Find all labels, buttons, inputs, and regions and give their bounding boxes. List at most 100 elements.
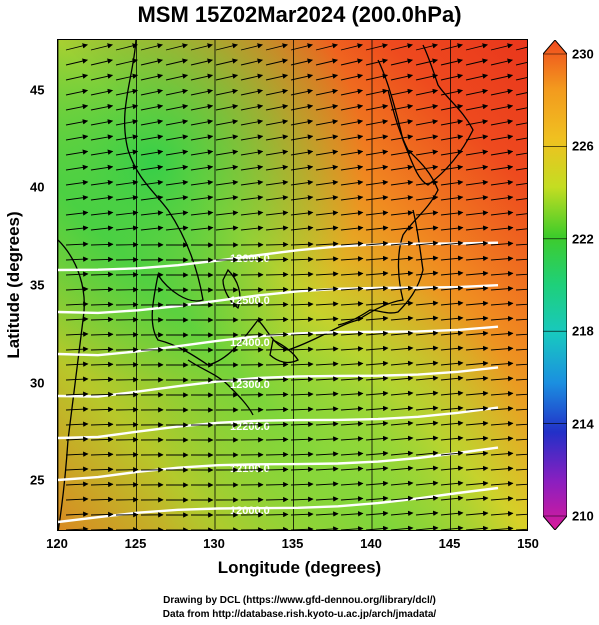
wind-arrow	[490, 315, 514, 322]
wind-arrow	[465, 435, 489, 442]
wind-arrow	[465, 315, 489, 322]
wind-arrow	[390, 390, 414, 397]
wind-arrow	[440, 149, 464, 156]
wind-arrow	[290, 179, 314, 186]
wind-arrow	[165, 43, 188, 51]
wind-arrow	[515, 152, 527, 156]
wind-arrow	[65, 331, 89, 337]
wind-arrow	[290, 225, 314, 231]
wind-arrow	[515, 333, 527, 336]
y-tick-label: 30	[30, 375, 45, 391]
wind-arrow	[65, 406, 89, 412]
wind-arrow	[165, 225, 189, 231]
wind-arrow	[240, 195, 264, 201]
wind-arrow	[65, 391, 89, 397]
wind-arrow	[315, 391, 339, 397]
wind-arrow	[365, 360, 389, 367]
wind-arrow	[90, 134, 114, 141]
x-axis-label: Longitude (degrees)	[217, 558, 382, 577]
wind-arrow	[490, 134, 514, 141]
contour-label: 12200.0	[230, 421, 270, 433]
wind-arrow	[140, 225, 164, 231]
wind-arrow	[465, 390, 489, 397]
wind-arrow	[315, 466, 339, 472]
wind-arrow	[215, 73, 239, 81]
wind-arrow	[290, 286, 314, 292]
wind-arrow	[515, 273, 527, 276]
wind-arrow	[340, 73, 364, 81]
wind-arrow	[515, 348, 527, 351]
wind-arrow	[65, 436, 89, 442]
wind-arrow	[315, 361, 339, 367]
wind-arrow	[290, 256, 314, 262]
wind-arrow	[515, 182, 527, 186]
wind-arrow	[490, 510, 514, 517]
wind-arrow	[265, 361, 289, 368]
wind-arrow	[240, 119, 264, 126]
wind-arrow	[140, 210, 164, 216]
wind-arrow	[465, 179, 489, 186]
wind-arrow	[490, 195, 514, 201]
wind-arrow	[90, 436, 114, 443]
wind-arrow	[365, 525, 389, 530]
colorbar	[542, 39, 568, 531]
wind-arrow	[65, 164, 89, 171]
wind-arrow	[165, 119, 189, 126]
wind-arrow	[240, 134, 264, 141]
contour-label: 12100.0	[230, 463, 270, 475]
wind-arrow	[490, 58, 513, 66]
wind-arrow	[140, 149, 164, 156]
wind-arrow	[315, 104, 339, 111]
wind-arrow	[165, 195, 189, 201]
wind-arrow	[465, 255, 489, 262]
wind-arrow	[440, 420, 464, 426]
credit-line-drawing: Drawing by DCL (https://www.gfd-dennou.o…	[163, 595, 436, 606]
wind-arrow	[165, 73, 189, 81]
wind-arrow	[515, 213, 527, 216]
wind-arrow	[90, 511, 114, 518]
wind-arrow	[265, 481, 289, 488]
wind-arrow	[315, 210, 339, 216]
wind-arrow	[290, 195, 314, 201]
colorbar-body	[542, 39, 568, 531]
wind-arrow	[415, 210, 439, 216]
wind-arrow	[65, 361, 89, 367]
wind-arrow	[415, 480, 439, 486]
wind-arrow	[265, 526, 289, 530]
wind-arrow	[440, 285, 464, 291]
wind-arrow	[290, 88, 314, 96]
colorbar-tick-label: 222	[572, 231, 594, 247]
wind-arrow	[365, 495, 389, 502]
wind-arrow	[465, 149, 489, 156]
wind-arrow	[265, 466, 289, 473]
wind-arrow	[515, 122, 527, 126]
wind-arrow	[65, 346, 89, 352]
wind-arrow	[115, 119, 139, 126]
wind-arrow	[390, 465, 414, 472]
wind-arrow	[515, 363, 527, 366]
wind-arrow	[115, 210, 139, 216]
wind-arrow	[240, 104, 264, 111]
wind-arrow	[65, 466, 89, 472]
wind-arrow	[340, 451, 364, 457]
wind-arrow	[190, 179, 214, 186]
wind-arrow	[115, 195, 139, 201]
wind-arrow	[390, 330, 414, 337]
wind-arrow	[265, 195, 289, 201]
wind-arrow	[315, 119, 339, 126]
wind-arrow	[265, 58, 288, 66]
wind-arrow	[140, 104, 164, 111]
wind-arrow	[390, 73, 414, 81]
wind-arrow	[265, 104, 289, 111]
wind-arrow	[290, 73, 314, 81]
wind-arrow	[490, 119, 514, 126]
wind-arrow	[90, 286, 114, 293]
wind-arrow	[490, 88, 514, 96]
wind-arrow	[440, 195, 464, 201]
wind-arrow	[165, 88, 189, 96]
wind-arrow	[315, 346, 339, 352]
wind-arrow	[215, 164, 239, 171]
wind-arrow	[265, 210, 289, 216]
credit-line-data: Data from http://database.rish.kyoto-u.a…	[162, 609, 437, 620]
wind-arrow	[515, 498, 527, 501]
